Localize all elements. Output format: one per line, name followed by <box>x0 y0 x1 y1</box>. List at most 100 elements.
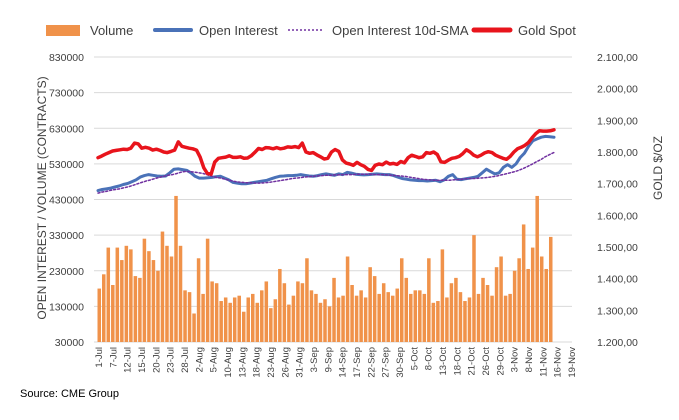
volume-bar <box>287 304 291 342</box>
volume-bar <box>422 293 427 342</box>
volume-bar <box>300 283 305 342</box>
volume-bar <box>481 277 485 342</box>
x-tick-label: 23-Aug <box>266 347 277 378</box>
volume-bar <box>241 311 246 342</box>
volume-bar <box>499 256 503 342</box>
right-tick-label: 1.200,00 <box>597 337 638 349</box>
volume-bar <box>201 293 205 342</box>
volume-bar <box>210 281 214 342</box>
legend-label: Open Interest <box>199 23 278 38</box>
volume-bar <box>138 277 142 342</box>
volume-bar <box>350 285 354 342</box>
x-tick-label: 31-Aug <box>295 347 306 378</box>
volume-bar <box>102 274 106 342</box>
volume-bar <box>309 290 314 342</box>
volume-bar <box>120 260 124 342</box>
volume-bar <box>413 290 418 342</box>
left-tick-label: 630000 <box>49 123 84 135</box>
right-axis-ticks: 1.200,00 1.300,00 1.400,00 1.500,00 1.600,00… <box>597 52 638 349</box>
volume-bar <box>508 293 512 342</box>
volume-bar <box>404 277 409 342</box>
volume-bar <box>372 276 377 342</box>
volume-bar <box>449 283 454 342</box>
volume-bar <box>260 290 264 342</box>
volume-bar <box>386 292 390 342</box>
legend-label: Volume <box>90 23 133 38</box>
x-tick-label: 21-Oct <box>467 347 478 376</box>
volume-bar <box>246 297 251 342</box>
volume-bar <box>278 268 282 342</box>
y-axis-left-title: OPEN INTEREST / VOLUME (CONTRACTS) <box>35 76 49 319</box>
volume-bar <box>111 285 115 342</box>
volume-bar <box>196 258 201 342</box>
x-tick-label: 7-Jul <box>108 347 119 368</box>
volume-bar <box>368 267 372 342</box>
x-tick-label: 15-Jul <box>137 347 148 373</box>
volume-bar <box>445 297 449 342</box>
volume-bar <box>381 283 386 342</box>
x-tick-label: 3-Nov <box>510 347 521 373</box>
left-tick-label: 330000 <box>49 230 84 242</box>
right-tick-label: 1.400,00 <box>597 274 638 286</box>
volume-bar <box>165 245 169 342</box>
series-lines <box>96 128 556 194</box>
right-tick-label: 1.900,00 <box>597 115 638 127</box>
volume-bar <box>418 290 422 342</box>
volume-bar <box>363 297 368 342</box>
left-tick-label: 730000 <box>49 88 84 100</box>
left-tick-label: 530000 <box>49 159 84 171</box>
volume-bar <box>296 281 300 342</box>
volume-bar <box>548 236 553 342</box>
volume-bar <box>336 297 341 342</box>
legend-gold-spot: Gold Spot <box>471 23 576 38</box>
volume-bar <box>345 256 350 342</box>
volume-bar <box>539 256 544 342</box>
legend-swatch <box>46 25 80 36</box>
x-tick-label: 10-Aug <box>223 347 234 378</box>
volume-bar <box>314 293 318 342</box>
open-interest-line <box>96 134 556 193</box>
volume-bar <box>440 249 445 342</box>
right-tick-label: 1.800,00 <box>597 147 638 159</box>
left-axis-ticks: 30000 130000 230000 330000 430000 530000 63000… <box>49 52 84 349</box>
x-tick-label: 13-Aug <box>237 347 248 378</box>
x-tick-label: 22-Sep <box>366 347 377 378</box>
left-tick-label: 830000 <box>49 52 84 64</box>
volume-bar <box>454 277 458 342</box>
volume-bar <box>174 195 178 342</box>
volume-bar <box>169 256 174 342</box>
x-tick-label: 2-Aug <box>194 347 205 372</box>
volume-bar <box>472 235 476 342</box>
x-tick-label: 18-Oct <box>452 347 463 376</box>
volume-bar <box>427 258 431 342</box>
volume-bar <box>530 247 535 342</box>
x-tick-label: 26-Oct <box>481 347 492 376</box>
volume-bar <box>327 306 332 342</box>
volume-bar <box>291 295 296 342</box>
right-tick-label: 1.500,00 <box>597 242 638 254</box>
volume-bar <box>354 295 359 342</box>
right-tick-label: 1.300,00 <box>597 305 638 317</box>
volume-bar <box>183 290 187 342</box>
volume-bar <box>517 258 521 342</box>
volume-bar <box>436 301 440 342</box>
volume-bar <box>151 260 156 342</box>
volume-bar <box>305 258 309 342</box>
volume-bar <box>255 302 260 342</box>
volume-bar <box>409 293 413 342</box>
volume-bar <box>332 277 336 342</box>
x-tick-label: 8-Oct <box>424 347 435 371</box>
x-tick-label: 9-Sep <box>323 347 334 372</box>
volume-bar <box>521 224 526 342</box>
left-tick-label: 130000 <box>49 301 84 313</box>
volume-bar <box>273 299 278 342</box>
y-axis-right-title: GOLD $/OZ <box>651 136 665 200</box>
volume-bar <box>476 293 481 342</box>
x-tick-label: 27-Sep <box>381 347 392 378</box>
volume-bar <box>228 302 232 342</box>
volume-bar <box>223 297 228 342</box>
right-tick-label: 2.000,00 <box>597 84 638 96</box>
volume-bar <box>485 285 490 342</box>
volume-bar <box>431 302 436 342</box>
